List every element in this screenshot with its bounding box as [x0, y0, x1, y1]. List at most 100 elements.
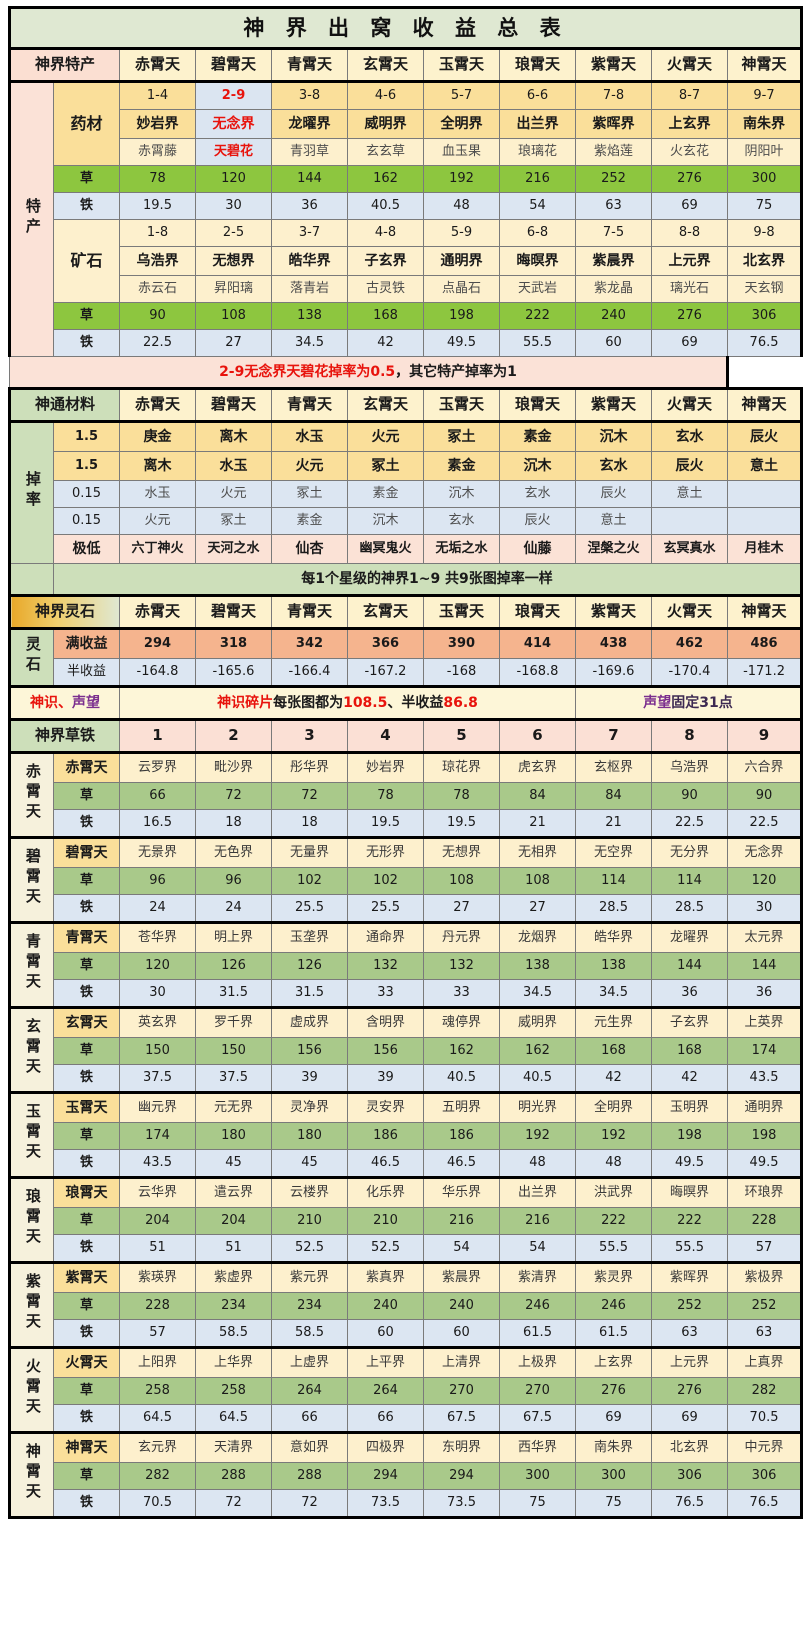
herb-item-3: 青羽草	[271, 138, 348, 166]
ore-grass-9: 306	[726, 302, 804, 330]
gi-section-1-grass-1: 66	[119, 782, 196, 810]
ore-world-6: 晦暝界	[499, 246, 576, 276]
sense-half-label: 、半收益	[387, 694, 444, 711]
magic-r5-c7: 涅槃之火	[575, 534, 652, 564]
gi-section-2-grass-6: 108	[499, 867, 576, 895]
gi-section-3-iron-label: 铁	[53, 979, 120, 1008]
gi-section-9-iron-row: 铁 70.5 72 72 73.5 73.5 75 75 76.5 76.5	[10, 1489, 804, 1519]
gi-section-8-grass-6: 270	[499, 1377, 576, 1405]
gi-section-6-world-2: 遣云界	[195, 1176, 272, 1208]
gi-section-6-iron-6: 54	[499, 1234, 576, 1263]
gi-section-4-grass-4: 156	[347, 1037, 424, 1065]
ore-world-7: 紫晨界	[575, 246, 652, 276]
ore-grass-label: 草	[53, 302, 120, 330]
herb-iron-1: 19.5	[119, 192, 196, 220]
ore-coord-3: 3-7	[271, 219, 348, 247]
gi-section-1-grass-row: 草 66 72 72 78 78 84 84 90 90	[10, 782, 804, 810]
realm-col-4: 玄霄天	[347, 48, 424, 83]
herb-grass-1: 78	[119, 165, 196, 193]
gi-section-3-grass-6: 138	[499, 952, 576, 980]
gi-section-5-grass-5: 186	[423, 1122, 500, 1150]
magic-realm-4: 玄霄天	[347, 387, 424, 423]
gi-section-1-realm-name: 赤霄天	[53, 751, 120, 783]
gi-section-7-realm-name: 紫霄天	[53, 1261, 120, 1293]
sense-half-value: 86.8	[443, 694, 478, 711]
gi-section-9-iron-label: 铁	[53, 1489, 120, 1519]
magic-r5-c2: 天河之水	[195, 534, 272, 564]
gi-section-1-grass-5: 78	[423, 782, 500, 810]
magic-r2-c2: 水玉	[195, 451, 272, 481]
gi-section-7-grass-3: 234	[271, 1292, 348, 1320]
magic-r2-c5: 素金	[423, 451, 500, 481]
ss-realm-6: 琅霄天	[499, 594, 576, 630]
magic-realm-5: 玉霄天	[423, 387, 500, 423]
ore-iron-5: 49.5	[423, 329, 500, 357]
ore-coord-5: 5-9	[423, 219, 500, 247]
magic-rate-5: 极低	[53, 534, 120, 564]
magic-r2-c8: 辰火	[651, 451, 728, 481]
magic-r1-c8: 玄水	[651, 421, 728, 452]
gi-section-3-world-4: 通命界	[347, 921, 424, 953]
ss-half-1: -164.8	[119, 658, 196, 687]
ore-item-2: 昇阳璃	[195, 275, 272, 303]
gi-section-9-grass-7: 300	[575, 1462, 652, 1490]
gi-section-7-grass-9: 252	[726, 1292, 804, 1320]
gi-section-1-iron-9: 22.5	[726, 809, 804, 838]
gi-section-5-iron-label: 铁	[53, 1149, 120, 1178]
title-row: 神 界 出 窝 收 益 总 表	[7, 6, 804, 50]
gi-section-9-iron-8: 76.5	[651, 1489, 728, 1519]
gi-section-3-iron-9: 36	[726, 979, 804, 1008]
sense-fame-row: 神识、声望 神识碎片每张图都为108.5、半收益86.8 声望固定31点	[8, 685, 804, 721]
magic-row-label: 掉率	[8, 421, 54, 564]
ore-item-5: 点晶石	[423, 275, 500, 303]
gi-section-8-world-row: 火霄天 火霄天 上阳界 上华界 上虚界 上平界 上清界 上极界 上玄界 上元界 上真界	[8, 1346, 804, 1433]
gi-section-8-iron-3: 66	[271, 1404, 348, 1433]
gi-section-3-world-7: 皓华界	[575, 921, 652, 953]
gi-section-1-iron-2: 18	[195, 809, 272, 838]
sense-fragment-desc: 每张图都为	[273, 694, 344, 711]
herb-item-7: 紫焰莲	[575, 138, 652, 166]
gi-section-2-world-6: 无相界	[499, 836, 576, 868]
herb-iron-7: 63	[575, 192, 652, 220]
gi-section-7-grass-4: 240	[347, 1292, 424, 1320]
specialty-header-row: 神界特产 赤霄天 碧霄天 青霄天 玄霄天 玉霄天 琅霄天 紫霄天 火霄天 神霄天	[8, 48, 804, 83]
gi-section-5-world-row: 玉霄天 玉霄天 幽元界 元无界 灵净界 灵安界 五明界 明光界 全明界 玉明界 通明界	[8, 1091, 804, 1178]
gi-section-6-iron-7: 55.5	[575, 1234, 652, 1263]
magic-rate-row-2: 1.5 离木 水玉 火元 冢土 素金 沉木 玄水 辰火 意土	[10, 451, 804, 481]
gi-section-3-world-1: 苍华界	[119, 921, 196, 953]
page-root: 神 界 出 窝 收 益 总 表 神界特产 赤霄天 碧霄天 青霄天 玄霄天 玉霄天…	[7, 6, 804, 1519]
realm-col-8: 火霄天	[651, 48, 728, 83]
gi-section-7-grass-2: 234	[195, 1292, 272, 1320]
gi-section-5-world-8: 玉明界	[651, 1091, 728, 1123]
gi-section-2-grass-3: 102	[271, 867, 348, 895]
gi-section-6-iron-label: 铁	[53, 1234, 120, 1263]
ore-world-row: 乌浩界 无想界 皓华界 子玄界 通明界 晦暝界 紫晨界 上元界 北玄界	[10, 246, 804, 276]
gi-section-1-iron-7: 21	[575, 809, 652, 838]
gi-section-1-world-6: 虎玄界	[499, 751, 576, 783]
gi-section-1-iron-6: 21	[499, 809, 576, 838]
gi-section-7-iron-8: 63	[651, 1319, 728, 1348]
gi-section-3-world-2: 明上界	[195, 921, 272, 953]
gi-section-3-world-8: 龙曜界	[651, 921, 728, 953]
gi-section-8-iron-6: 67.5	[499, 1404, 576, 1433]
gi-section-4-world-7: 元生界	[575, 1006, 652, 1038]
magic-rate-2: 1.5	[53, 451, 120, 481]
gi-section-2-iron-6: 27	[499, 894, 576, 923]
specialty-note-row: 2-9无念界天碧花掉率为0.5，其它特产掉率为1	[9, 356, 802, 390]
gi-section-5-world-6: 明光界	[499, 1091, 576, 1123]
magic-r1-c2: 离木	[195, 421, 272, 452]
magic-r4-c2: 冢土	[195, 507, 272, 535]
gi-section-5-iron-row: 铁 43.5 45 45 46.5 46.5 48 48 49.5 49.5	[10, 1149, 804, 1178]
realm-col-9: 神霄天	[726, 48, 804, 83]
gi-section-2-realm-name: 碧霄天	[53, 836, 120, 868]
ss-realm-7: 紫霄天	[575, 594, 652, 630]
gi-section-9-realm-name: 神霄天	[53, 1431, 120, 1463]
ore-iron-2: 27	[195, 329, 272, 357]
herb-item-8: 火玄花	[651, 138, 728, 166]
ss-realm-9: 神霄天	[726, 594, 804, 630]
gi-section-3-grass-row: 草 120 126 126 132 132 138 138 144 144	[10, 952, 804, 980]
ore-iron-4: 42	[347, 329, 424, 357]
gi-section-7-world-2: 紫虚界	[195, 1261, 272, 1293]
herb-item-5: 血玉果	[423, 138, 500, 166]
gi-section-7-iron-label: 铁	[53, 1319, 120, 1348]
